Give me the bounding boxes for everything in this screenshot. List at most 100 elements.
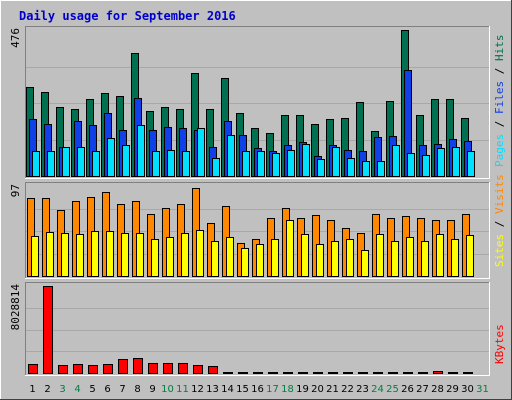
day-label-12: 12: [191, 384, 204, 395]
legend-pages: Pages: [493, 134, 506, 167]
legend-separator: /: [493, 114, 506, 134]
sites-bar-day-4: [76, 234, 84, 277]
sites-bar-day-16: [256, 244, 264, 277]
day-label-7: 7: [119, 384, 125, 395]
panel-kbytes: 8028814 KBytes: [9, 282, 506, 376]
panel-hits-files-pages: 476 Pages / Files / Hits: [9, 26, 506, 179]
pages-bar-day-10: [167, 150, 175, 177]
day-label-29: 29: [446, 384, 459, 395]
kbytes-bar-day-13: [208, 366, 218, 374]
sites-bar-day-30: [466, 235, 474, 277]
pages-bar-day-24: [377, 161, 385, 177]
kbytes-bar-day-20: [313, 372, 323, 374]
legend-kbytes: KBytes: [493, 324, 506, 364]
sites-bar-day-22: [346, 239, 354, 277]
sites-bar-day-19: [301, 234, 309, 277]
sites-bar-day-13: [211, 241, 219, 277]
pages-bar-day-18: [287, 150, 295, 177]
day-label-10: 10: [161, 384, 174, 395]
sites-bar-day-17: [271, 239, 279, 277]
sites-bar-day-3: [61, 233, 69, 277]
panel-visits-sites: 97 Sites / Visits: [9, 174, 506, 279]
kbytes-bar-day-2: [43, 286, 53, 374]
pages-bar-day-8: [137, 125, 145, 177]
day-label-27: 27: [416, 384, 429, 395]
sites-bar-day-28: [436, 234, 444, 277]
sites-bar-day-18: [286, 220, 294, 277]
sites-bar-day-20: [316, 244, 324, 277]
pages-bar-day-23: [362, 161, 370, 177]
panel-area: [25, 282, 490, 376]
y-max-label: 476: [9, 28, 22, 48]
kbytes-bar-day-23: [358, 372, 368, 374]
kbytes-bar-day-21: [328, 372, 338, 374]
day-label-22: 22: [341, 384, 354, 395]
pages-bar-day-4: [77, 147, 85, 177]
kbytes-bar-day-11: [178, 363, 188, 374]
sites-bar-day-10: [166, 237, 174, 277]
day-label-13: 13: [206, 384, 219, 395]
sites-bar-day-12: [196, 230, 204, 277]
day-label-1: 1: [29, 384, 35, 395]
pages-bar-day-28: [437, 148, 445, 177]
kbytes-bar-day-26: [403, 372, 413, 374]
pages-bar-day-27: [422, 155, 430, 177]
pages-bar-day-11: [182, 151, 190, 177]
kbytes-bar-day-24: [373, 372, 383, 374]
legend-visits: Visits: [493, 174, 506, 214]
kbytes-bar-day-8: [133, 358, 143, 374]
kbytes-bar-day-1: [28, 364, 38, 374]
sites-bar-day-7: [121, 233, 129, 277]
sites-bar-day-29: [451, 239, 459, 277]
pages-bar-day-19: [302, 144, 310, 177]
pages-bar-day-2: [47, 151, 55, 177]
pages-bar-day-17: [272, 153, 280, 177]
sites-bar-day-15: [241, 248, 249, 277]
kbytes-bar-day-12: [193, 365, 203, 374]
right-legend: Sites / Visits: [493, 174, 506, 267]
kbytes-bar-day-10: [163, 363, 173, 374]
day-label-14: 14: [221, 384, 234, 395]
day-label-24: 24: [371, 384, 384, 395]
day-label-17: 17: [266, 384, 279, 395]
day-label-11: 11: [176, 384, 189, 395]
day-label-4: 4: [74, 384, 80, 395]
sites-bar-day-8: [136, 233, 144, 277]
kbytes-bar-day-22: [343, 372, 353, 374]
day-label-19: 19: [296, 384, 309, 395]
chart-panels: 476 Pages / Files / Hits 97 Sites / Visits 8…: [9, 26, 506, 376]
kbytes-bar-day-27: [418, 372, 428, 374]
legend-sites: Sites: [493, 234, 506, 267]
right-legend: KBytes: [493, 324, 506, 364]
sites-bar-day-23: [361, 250, 369, 277]
kbytes-bar-day-4: [73, 364, 83, 374]
pages-bar-day-12: [197, 128, 205, 177]
kbytes-bar-day-16: [253, 372, 263, 374]
sites-bar-day-27: [421, 241, 429, 277]
sites-bar-day-6: [106, 231, 114, 277]
sites-bar-day-2: [46, 232, 54, 277]
kbytes-bar-day-15: [238, 372, 248, 374]
sites-bar-day-9: [151, 239, 159, 277]
sites-bar-day-26: [406, 237, 414, 277]
kbytes-bar-day-18: [283, 372, 293, 374]
y-max-label: 97: [9, 184, 22, 197]
chart-title: Daily usage for September 2016: [19, 9, 236, 23]
day-label-3: 3: [59, 384, 65, 395]
right-legend: Pages / Files / Hits: [493, 35, 506, 168]
legend-hits: Hits: [493, 35, 506, 62]
y-max-label: 8028814: [9, 284, 22, 331]
pages-bar-day-30: [467, 151, 475, 177]
kbytes-bar-day-6: [103, 364, 113, 374]
sites-bar-day-24: [376, 234, 384, 277]
kbytes-bar-day-14: [223, 372, 233, 374]
pages-bar-day-26: [407, 153, 415, 177]
day-label-20: 20: [311, 384, 324, 395]
legend-separator: /: [493, 61, 506, 81]
pages-bar-day-22: [347, 158, 355, 177]
sites-bar-day-5: [91, 231, 99, 277]
kbytes-bar-day-17: [268, 372, 278, 374]
day-label-6: 6: [104, 384, 110, 395]
sites-bar-day-11: [181, 233, 189, 277]
day-label-9: 9: [149, 384, 155, 395]
